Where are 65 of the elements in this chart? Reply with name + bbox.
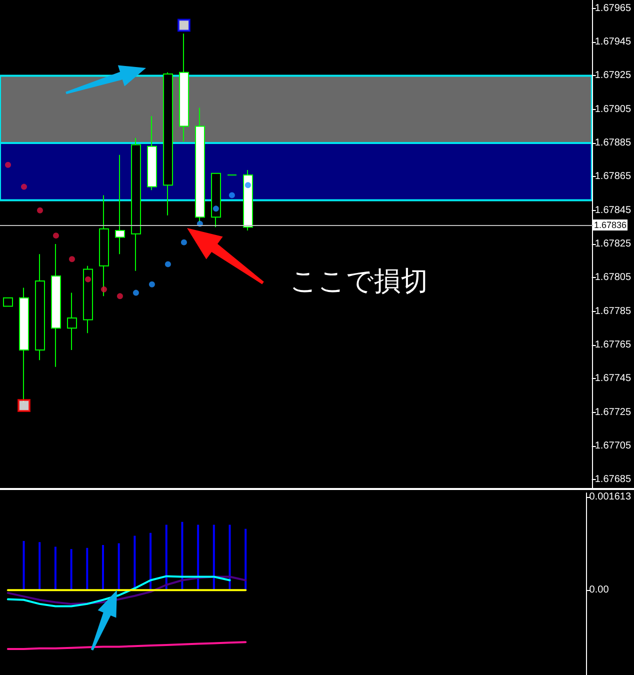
y-tick-label: 1.67705	[594, 440, 632, 452]
point	[244, 182, 251, 188]
bar	[150, 532, 152, 590]
point	[21, 184, 27, 190]
point	[36, 207, 43, 214]
point	[132, 290, 139, 296]
point	[116, 293, 123, 300]
bar	[228, 524, 231, 590]
bar	[54, 546, 56, 590]
bar	[38, 542, 41, 590]
annotation: ここで損切	[290, 266, 428, 297]
candlestick	[83, 265, 93, 334]
bar	[244, 528, 247, 590]
candlestick	[35, 254, 45, 361]
y-tick-label: 1.67905	[594, 104, 632, 115]
bar	[134, 536, 136, 590]
y-tick-label: 1.67845	[594, 204, 632, 216]
y-tick-label: 1.67725	[594, 406, 632, 418]
y-tick-label: 1.67825	[594, 238, 632, 250]
bar	[181, 522, 184, 590]
y-tick-label: 1.67765	[594, 339, 632, 350]
point	[212, 206, 219, 212]
y-tick-label: 1.67745	[594, 373, 632, 384]
point	[68, 256, 75, 262]
point	[164, 261, 171, 268]
candlestick	[51, 244, 61, 368]
bar	[118, 543, 120, 590]
y-tick-label: 1.67685	[594, 474, 632, 486]
candlestick	[131, 137, 141, 272]
candlestick	[99, 194, 109, 297]
bar	[86, 548, 88, 590]
candlestick	[163, 72, 173, 216]
bar	[102, 545, 104, 590]
bar	[212, 524, 215, 590]
candlestick	[147, 116, 157, 191]
point	[228, 192, 235, 198]
ref-line-label: 1.67836	[594, 220, 627, 230]
y-tick-label: 0.001613	[589, 491, 632, 502]
point	[180, 239, 187, 246]
y-tick-label: 1.67785	[594, 306, 632, 317]
candlestick	[179, 33, 189, 142]
candlestick	[115, 154, 125, 255]
y-tick-label: 1.67865	[594, 171, 632, 182]
y-tick-label: 1.67965	[594, 2, 632, 14]
bar	[70, 549, 72, 590]
bar	[22, 540, 25, 590]
point	[177, 18, 190, 32]
bar	[165, 524, 168, 590]
point	[84, 276, 91, 282]
candlestick	[67, 292, 77, 351]
line-series	[6, 641, 247, 650]
y-tick-label: 1.67945	[594, 36, 632, 48]
y-tick-label: 1.67805	[594, 272, 632, 284]
bar	[197, 524, 200, 590]
y-tick-label: 1.67885	[594, 138, 632, 149]
point	[52, 232, 59, 239]
candlestick	[211, 172, 221, 228]
point	[148, 281, 155, 288]
point	[17, 399, 30, 412]
point	[5, 162, 11, 168]
y-tick-label: 1.67925	[594, 70, 632, 82]
candlestick	[243, 169, 253, 232]
point	[100, 286, 107, 292]
candlestick	[3, 297, 13, 307]
y-tick-label: 0.00	[589, 584, 610, 596]
